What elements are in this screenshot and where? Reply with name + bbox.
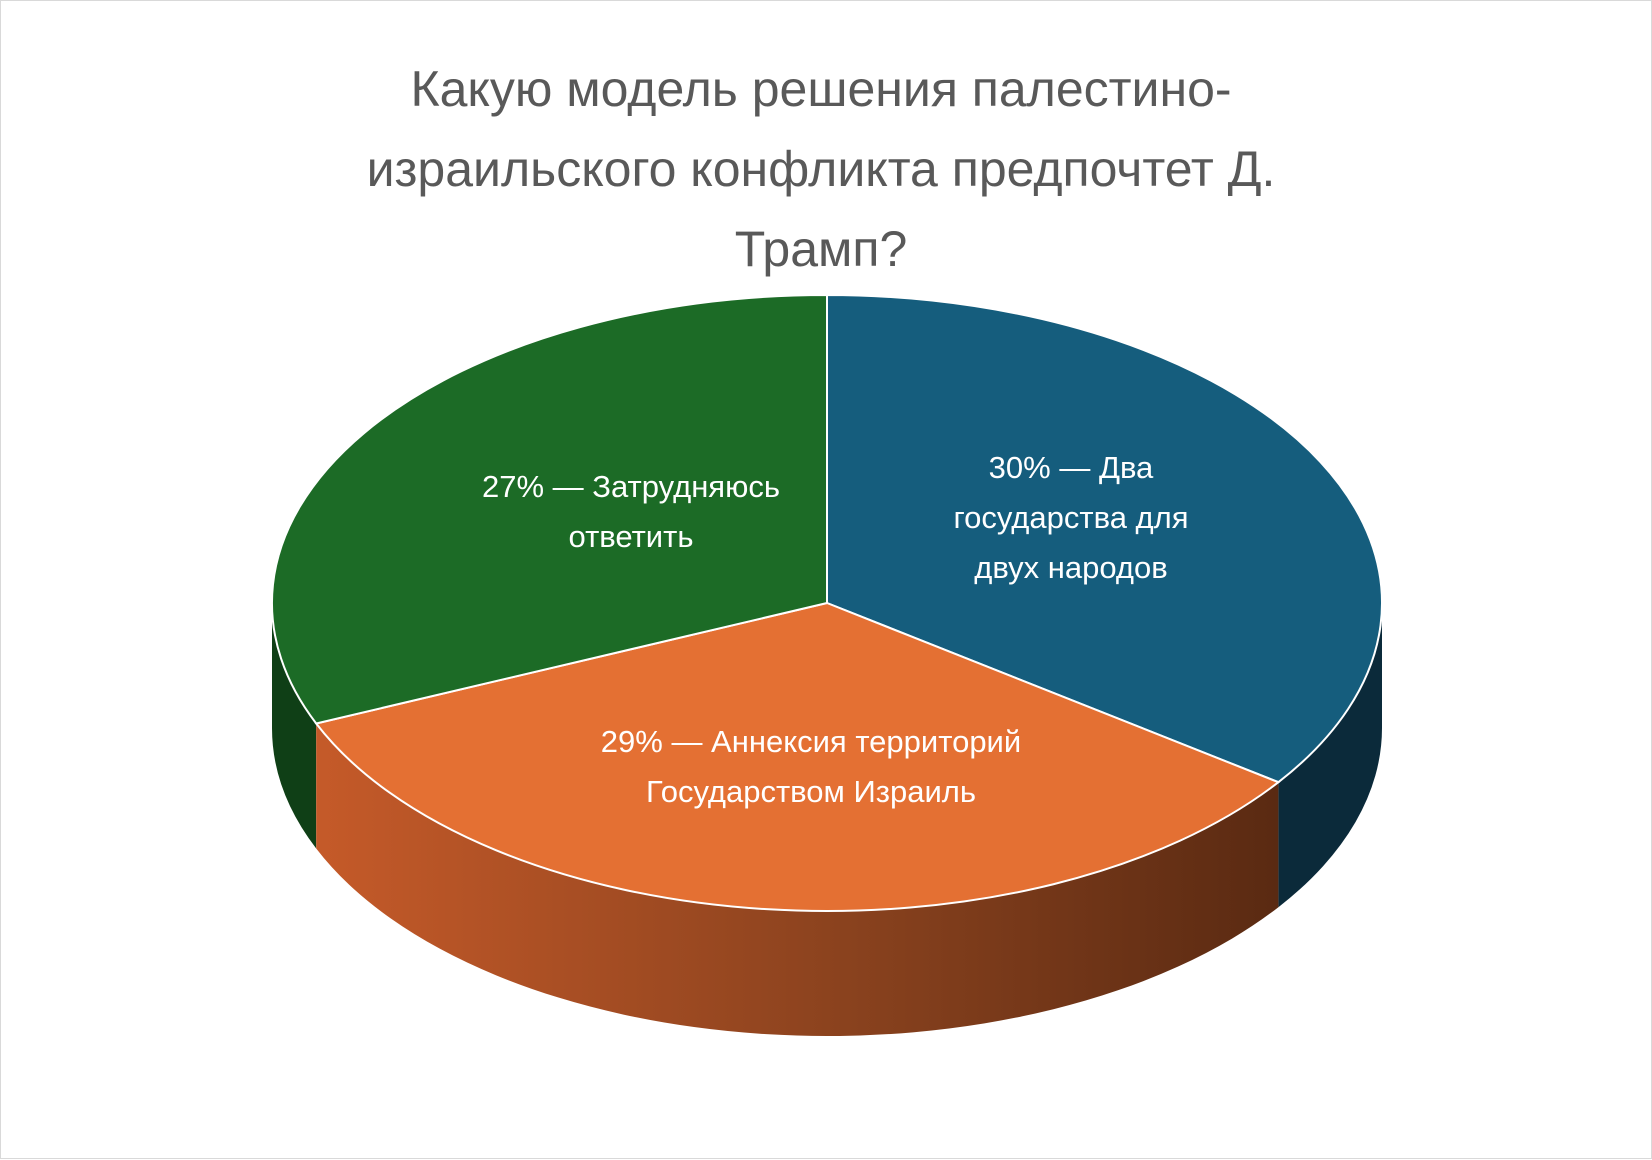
slice-label-unsure: 27% — Затрудняюсь ответить [481,469,780,554]
slice-label-annex: 29% — Аннексия территорий Государством И… [600,724,1022,809]
pie-side-two-states [1278,603,1382,908]
chart-title: Какую модель решения палестино- израильс… [366,61,1276,277]
pie-slice-two-states[interactable] [826,293,1383,784]
slice-label-two-states: 30% — Два государства для двух народов [953,450,1189,585]
pie-side-annex [316,723,1279,1037]
pie-slice-annex[interactable] [314,601,1281,913]
pie-slice-unsure[interactable] [271,293,828,725]
